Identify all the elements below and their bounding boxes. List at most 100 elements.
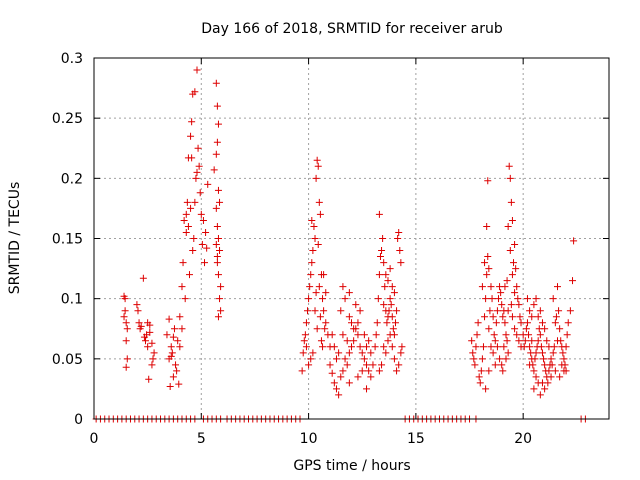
data-point [148, 339, 156, 347]
y-tick-label: 0 [74, 412, 83, 428]
data-point [491, 361, 499, 369]
data-point [479, 343, 487, 351]
data-point [326, 361, 334, 369]
data-point [526, 343, 534, 351]
data-points [92, 66, 589, 423]
data-point [216, 247, 224, 255]
data-point [356, 307, 364, 315]
data-point [203, 244, 211, 252]
data-point [560, 355, 568, 363]
data-point [308, 259, 316, 267]
data-point [383, 319, 391, 327]
data-point [180, 216, 188, 224]
data-point [514, 295, 522, 303]
data-point [488, 295, 496, 303]
data-point [534, 313, 542, 321]
data-point [330, 379, 338, 387]
data-point [497, 289, 505, 297]
data-point [173, 367, 181, 375]
data-point [352, 301, 360, 309]
data-point [356, 343, 364, 351]
data-point [135, 319, 143, 327]
data-point [136, 325, 144, 333]
data-point [489, 349, 497, 357]
data-point [306, 283, 314, 291]
data-point [396, 247, 404, 255]
data-point [212, 150, 220, 158]
data-point [365, 367, 373, 375]
data-point [493, 343, 501, 351]
data-point [397, 349, 405, 357]
data-point [299, 349, 307, 357]
data-point [563, 331, 571, 339]
data-point [478, 283, 486, 291]
data-point [321, 325, 329, 333]
data-point [386, 331, 394, 339]
data-point [314, 162, 322, 170]
data-point [365, 337, 373, 345]
data-point [391, 319, 399, 327]
data-point [332, 385, 340, 393]
data-point [484, 177, 492, 185]
data-point [505, 162, 513, 170]
data-point [381, 283, 389, 291]
data-point [302, 343, 310, 351]
data-point [320, 271, 328, 279]
data-point [301, 331, 309, 339]
data-point [167, 343, 175, 351]
data-point [388, 283, 396, 291]
data-point [316, 210, 324, 218]
data-point [358, 367, 366, 375]
data-point [183, 198, 191, 206]
data-point [547, 355, 555, 363]
data-point [549, 349, 557, 357]
data-point [470, 355, 478, 363]
data-point [133, 301, 141, 309]
data-point [487, 283, 495, 291]
data-point [298, 367, 306, 375]
data-point [185, 271, 193, 279]
y-tick-label: 0.1 [61, 292, 83, 308]
data-point [478, 355, 486, 363]
data-point [212, 79, 220, 87]
data-point [547, 373, 555, 381]
y-tick-label: 0.3 [61, 51, 83, 67]
data-point [165, 315, 173, 323]
data-point [169, 333, 177, 341]
data-point [551, 367, 559, 375]
data-point [570, 237, 578, 245]
data-point [526, 361, 534, 369]
data-point [195, 162, 203, 170]
data-point [375, 210, 383, 218]
data-point [348, 319, 355, 327]
data-point [490, 331, 498, 339]
data-point [489, 313, 497, 321]
data-point [536, 331, 544, 339]
data-point [558, 361, 566, 369]
data-point [511, 289, 519, 297]
data-point [212, 204, 220, 212]
data-point [182, 228, 190, 236]
data-point [474, 319, 482, 327]
data-point [216, 295, 224, 303]
data-point [545, 367, 553, 375]
data-point [530, 385, 538, 393]
data-point [556, 373, 564, 381]
data-point [532, 295, 540, 303]
data-point [506, 247, 514, 255]
data-point [142, 337, 149, 345]
data-point [176, 313, 184, 321]
data-point [188, 154, 196, 162]
data-point [360, 331, 368, 339]
data-point [393, 367, 401, 375]
data-point [121, 307, 129, 315]
data-point [330, 343, 338, 351]
data-point [554, 283, 561, 291]
data-point [499, 313, 507, 321]
x-tick-label: 20 [514, 431, 532, 447]
data-point [345, 313, 353, 321]
data-point [213, 102, 221, 110]
data-point [473, 331, 481, 339]
data-point [122, 337, 130, 345]
